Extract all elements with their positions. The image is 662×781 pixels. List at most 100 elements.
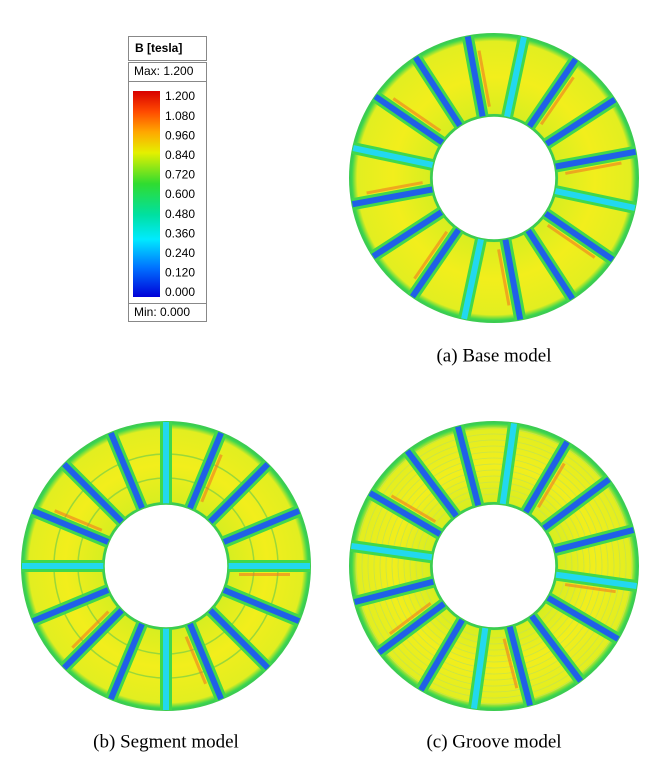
flux-peak xyxy=(184,636,207,685)
groove-line xyxy=(409,481,579,651)
slot-core xyxy=(207,462,270,525)
slot-core xyxy=(528,612,584,683)
slot xyxy=(351,142,436,172)
slot-core xyxy=(221,586,301,624)
slot xyxy=(220,583,302,627)
slot xyxy=(351,181,436,211)
legend-min: Min: 0.000 xyxy=(134,305,190,319)
slot-core xyxy=(413,55,464,129)
slot xyxy=(105,620,149,702)
field-plot: (c) Groove model xyxy=(348,421,640,752)
flux-peak xyxy=(392,97,442,133)
slot xyxy=(496,422,520,507)
groove-line xyxy=(379,451,609,681)
legend-tick-label: 0.960 xyxy=(165,128,195,142)
field-plot: (b) Segment model xyxy=(20,421,312,752)
legend-tick-label: 0.240 xyxy=(165,246,195,260)
slot-core xyxy=(552,527,635,554)
slot-core xyxy=(373,93,446,146)
slot xyxy=(415,615,469,694)
slot xyxy=(540,207,617,265)
flux-peak xyxy=(497,249,511,306)
slot xyxy=(552,145,637,175)
slot xyxy=(369,206,447,262)
slot-core xyxy=(351,186,435,208)
slot xyxy=(502,623,536,707)
slot-core xyxy=(221,508,301,546)
slot xyxy=(522,225,578,303)
caption: (a) Base model xyxy=(436,345,551,366)
groove-line xyxy=(373,445,615,687)
legend-tick-label: 0.840 xyxy=(165,148,195,162)
caption: (c) Groove model xyxy=(426,731,561,752)
slot-core xyxy=(526,57,579,130)
slot-core xyxy=(377,600,448,656)
slot-core xyxy=(108,621,146,701)
flux-peak xyxy=(71,610,110,649)
flux-peak xyxy=(390,494,437,523)
slot xyxy=(22,560,105,572)
flux-peak xyxy=(546,223,596,259)
bore xyxy=(103,503,229,629)
slot xyxy=(160,627,172,710)
slot-core xyxy=(553,187,636,211)
slot-core xyxy=(543,97,617,148)
slot xyxy=(160,422,172,505)
legend-tick-label: 0.480 xyxy=(165,207,195,221)
slot xyxy=(553,568,638,594)
slot-core xyxy=(461,237,485,320)
slot-core xyxy=(455,425,482,508)
field-plot: (a) Base model xyxy=(348,33,640,366)
legend: B [tesla] Max: 1.200 1.200 1.080 0.960 0.84… xyxy=(128,36,207,322)
flux-peak xyxy=(366,181,423,195)
slot-core xyxy=(542,210,615,263)
slot xyxy=(353,575,437,608)
slot-core xyxy=(368,490,443,538)
slot xyxy=(519,438,573,517)
slot-core xyxy=(353,578,436,605)
slot-core xyxy=(464,35,486,119)
slot xyxy=(461,35,491,120)
slot xyxy=(227,560,310,576)
flux-peak xyxy=(200,454,223,503)
slot-core xyxy=(545,594,620,642)
slot-core xyxy=(352,145,435,169)
caption: (b) Segment model xyxy=(93,731,239,752)
slot-core xyxy=(553,571,638,590)
slot xyxy=(452,425,485,509)
slot xyxy=(407,224,465,301)
slot-core xyxy=(163,422,169,505)
slot-core xyxy=(524,227,575,301)
slot xyxy=(183,620,227,702)
groove-line xyxy=(415,487,573,645)
legend-tick-label: 0.600 xyxy=(165,187,195,201)
flux-peak xyxy=(537,462,566,509)
flux-peak xyxy=(54,509,103,532)
slot xyxy=(523,55,581,132)
slot-core xyxy=(418,617,466,692)
slot-core xyxy=(503,36,527,119)
groove-line xyxy=(403,475,585,657)
slot-core xyxy=(553,148,637,170)
flux-peak xyxy=(565,161,622,175)
slot-core xyxy=(108,431,146,511)
slot xyxy=(402,447,463,521)
colorbar xyxy=(133,91,160,297)
flux-peak xyxy=(539,76,575,126)
slot-core xyxy=(186,431,224,511)
flux-peak xyxy=(239,573,290,576)
slot-core xyxy=(506,624,533,707)
slot-core xyxy=(502,237,524,321)
slot xyxy=(350,540,435,564)
slot xyxy=(525,611,586,685)
slot-core xyxy=(31,586,111,624)
slot xyxy=(366,487,445,541)
slot xyxy=(204,459,273,528)
groove-line xyxy=(421,493,567,639)
slot-core xyxy=(227,563,310,569)
groove-line xyxy=(355,427,633,705)
slot xyxy=(375,597,449,658)
groove-line xyxy=(361,433,627,699)
slot xyxy=(220,505,302,549)
